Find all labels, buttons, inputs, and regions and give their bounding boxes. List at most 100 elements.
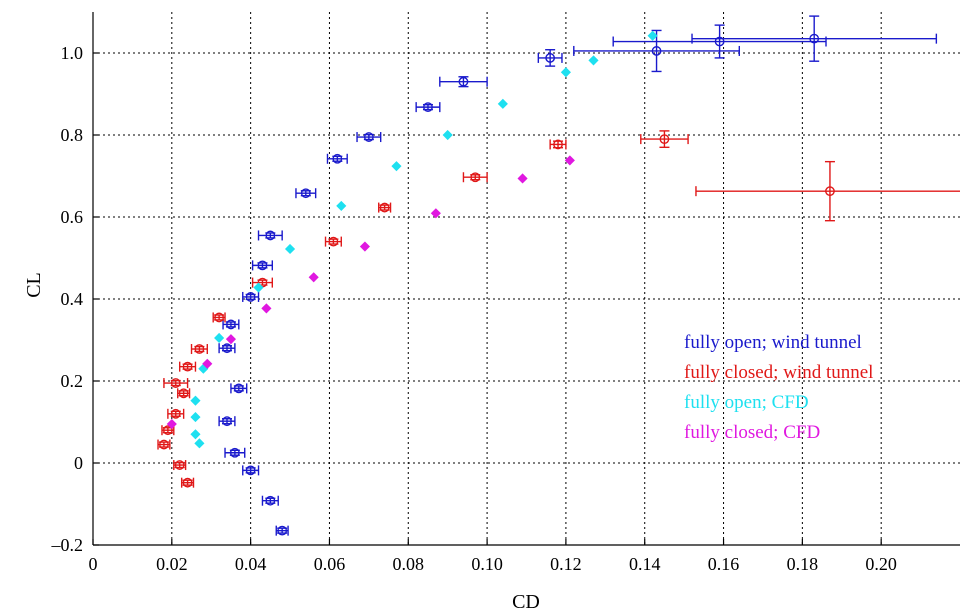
data-point <box>224 447 246 458</box>
data-point-marker <box>265 495 276 506</box>
data-point <box>190 412 201 423</box>
x-tick-label: 0.10 <box>471 554 503 574</box>
data-point-marker <box>245 292 256 302</box>
data-point <box>157 439 171 450</box>
legend: fully open; wind tunnel fully closed; win… <box>684 332 873 443</box>
x-tick-label: 0.04 <box>235 554 267 574</box>
data-point <box>430 208 441 219</box>
x-tick-label: 0.20 <box>865 554 897 574</box>
axes <box>92 12 960 546</box>
data-point <box>549 139 567 150</box>
data-point <box>356 132 382 143</box>
y-tick-label: 0.6 <box>61 207 84 227</box>
x-axis-title: CD <box>512 591 540 612</box>
data-point <box>640 130 689 149</box>
data-point <box>326 153 348 164</box>
x-tick-label: 0.18 <box>787 554 819 574</box>
data-point <box>167 408 185 419</box>
data-point <box>214 332 225 344</box>
data-point <box>588 55 599 66</box>
data-point-marker <box>553 139 563 150</box>
data-point <box>194 438 205 449</box>
x-tick-label: 0.16 <box>708 554 740 574</box>
data-point-marker <box>194 344 205 354</box>
data-point-marker <box>470 172 481 183</box>
data-point <box>308 272 319 283</box>
legend-entry-3: fully closed; CFD <box>684 422 820 443</box>
legend-entry-0: fully open; wind tunnel <box>684 332 862 353</box>
data-point <box>218 416 236 427</box>
x-tick-label: 0.12 <box>550 554 582 574</box>
data-point <box>163 378 189 389</box>
data-point-marker <box>825 186 835 197</box>
data-point <box>560 67 571 78</box>
data-point <box>230 383 248 394</box>
tick-labels: 0 0.02 0.04 0.06 0.08 0.10 0.12 0.14 0.16 0.18 0.2… <box>51 43 897 574</box>
data-point-marker <box>651 46 662 56</box>
series-1 <box>157 130 960 488</box>
y-tick-label: 0.8 <box>61 125 84 145</box>
data-point-marker <box>545 53 556 63</box>
y-tick-label: –0.2 <box>51 535 84 555</box>
grid <box>93 12 960 545</box>
data-point-marker <box>300 188 311 199</box>
data-point <box>284 243 296 255</box>
x-tick-label: 0 <box>89 554 98 574</box>
data-point <box>242 465 260 476</box>
data-point <box>166 418 177 430</box>
data-point <box>222 319 240 330</box>
data-point-marker <box>265 230 276 241</box>
y-tick-label: 0.4 <box>61 289 84 309</box>
data-point-marker <box>182 361 193 372</box>
series-0 <box>218 15 938 536</box>
x-tick-label: 0.06 <box>314 554 346 574</box>
data-point <box>261 303 272 314</box>
data-point <box>173 460 187 471</box>
data-point-marker <box>714 36 725 47</box>
data-point-marker <box>170 408 181 419</box>
data-point-marker <box>178 388 189 399</box>
data-point-marker <box>162 425 173 436</box>
data-point <box>497 98 508 109</box>
data-point <box>378 202 392 213</box>
data-point <box>218 343 236 354</box>
data-point <box>336 200 347 211</box>
data-point <box>537 49 563 67</box>
data-point-marker <box>332 153 343 164</box>
y-tick-label: 1.0 <box>61 43 84 63</box>
data-point <box>212 312 226 323</box>
data-series <box>157 15 960 536</box>
data-point <box>257 230 283 241</box>
data-point-marker <box>277 525 288 536</box>
data-point <box>161 425 175 436</box>
legend-entry-1: fully closed; wind tunnel <box>684 362 873 383</box>
data-point <box>462 172 488 183</box>
x-tick-label: 0.08 <box>393 554 425 574</box>
data-point-marker <box>328 236 339 247</box>
data-point <box>225 334 236 345</box>
data-point <box>180 477 195 488</box>
data-point-marker <box>214 312 225 323</box>
data-point-marker <box>363 132 374 142</box>
data-point-marker <box>659 134 670 145</box>
data-point-marker <box>379 202 390 213</box>
y-tick-label: 0 <box>74 453 83 473</box>
data-point <box>695 160 960 222</box>
series-3 <box>166 155 575 430</box>
data-point <box>275 525 289 536</box>
data-point <box>691 15 938 62</box>
data-point-marker <box>233 383 244 394</box>
data-point-marker <box>229 447 240 458</box>
data-point-marker <box>170 378 181 388</box>
data-point-marker <box>222 416 232 427</box>
data-point-marker <box>257 260 268 271</box>
data-point <box>190 429 201 440</box>
data-point <box>177 388 191 399</box>
data-point-marker <box>809 33 820 44</box>
data-point <box>573 29 741 73</box>
data-point-marker <box>222 343 232 354</box>
data-point-marker <box>159 439 169 450</box>
legend-entry-2: fully open; CFD <box>684 392 809 413</box>
